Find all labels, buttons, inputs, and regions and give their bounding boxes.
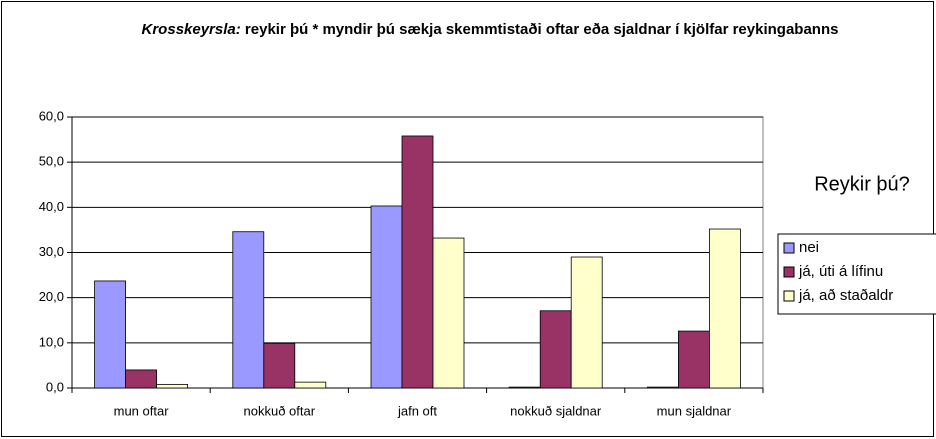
- bar: [94, 280, 126, 389]
- x-tick-label: mun sjaldnar: [657, 403, 732, 418]
- title-text: reykir þú * myndir þú sækja skemmtistaði…: [244, 21, 839, 38]
- y-tick-label: 20,0: [39, 289, 64, 304]
- legend-swatch: [783, 290, 795, 302]
- bar: [508, 386, 541, 389]
- y-tick-label: 30,0: [39, 244, 64, 259]
- bar: [678, 330, 710, 389]
- bar: [232, 231, 265, 389]
- x-tick-label: nokkuð sjaldnar: [510, 403, 602, 418]
- legend-swatch: [783, 242, 795, 254]
- legend-label: nei: [799, 239, 819, 256]
- bar: [539, 310, 572, 389]
- x-tick-label: mun oftar: [114, 403, 170, 418]
- legend-title: Reykir þú?: [814, 173, 910, 195]
- y-tick-label: 10,0: [39, 334, 64, 349]
- x-tick-label: jafn oft: [397, 403, 437, 418]
- y-tick-label: 40,0: [39, 199, 64, 214]
- y-tick-label: 0,0: [46, 379, 64, 394]
- legend-label: já, að staðaldr: [798, 287, 893, 304]
- legend-box: [777, 233, 936, 315]
- bar: [370, 205, 403, 389]
- legend-label: já, úti á lífinu: [798, 263, 883, 280]
- legend-swatch: [783, 266, 795, 278]
- title-lead: Krosskeyrsla:: [141, 21, 241, 38]
- y-tick-label: 50,0: [39, 154, 64, 169]
- bar: [709, 228, 741, 389]
- bar: [125, 369, 157, 389]
- bar: [647, 386, 679, 389]
- bar: [294, 381, 327, 389]
- bar: [570, 256, 603, 389]
- bar: [263, 342, 296, 389]
- y-tick-label: 60,0: [39, 108, 64, 123]
- x-tick-label: nokkuð oftar: [244, 403, 316, 418]
- bar: [432, 237, 465, 389]
- bar: [401, 135, 434, 389]
- chart-title: Krosskeyrsla: reykir þú * myndir þú sækj…: [110, 20, 870, 40]
- bar: [156, 383, 189, 389]
